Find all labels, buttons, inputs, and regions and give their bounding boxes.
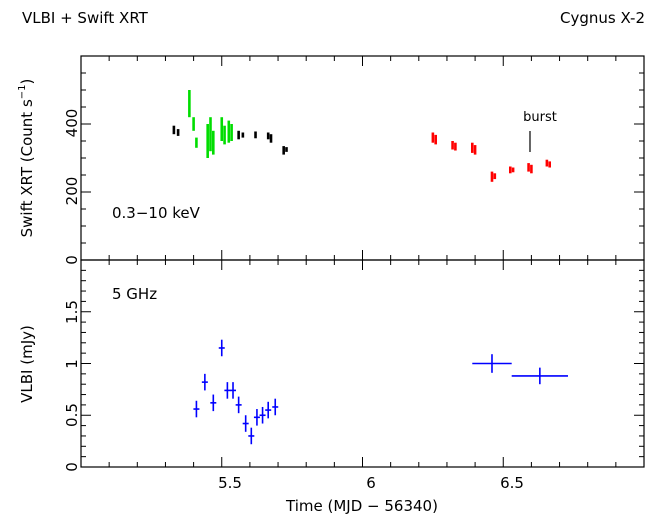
top-y-tick-label: 0 [63, 255, 81, 265]
bottom-y-axis-label: VLBI (mJy) [18, 325, 36, 403]
top-y-axis-label-sup: −1 [17, 84, 28, 99]
top-y-axis-label-main: Swift XRT (Count s [18, 99, 36, 237]
vlbi-point [193, 400, 200, 418]
burst-annotation-label: burst [523, 110, 557, 125]
vlbi-point [272, 398, 279, 416]
top-y-tick-label: 200 [63, 177, 81, 206]
vlbi-point [472, 354, 512, 373]
bottom-panel-y-ticks [81, 259, 644, 468]
top-y-tick-label: 400 [63, 109, 81, 138]
top-y-axis-label: Swift XRT (Count s−1) [17, 79, 36, 238]
vlbi-point [230, 382, 237, 399]
x-tick-label: 5.5 [218, 474, 242, 492]
x-axis-ticks [80, 56, 645, 467]
x-axis-label: Time (MJD − 56340) [285, 497, 438, 515]
bottom-y-tick-label: 0 [63, 462, 81, 472]
x-tick-label: 6.5 [500, 474, 524, 492]
top-band-label: 0.3−10 keV [112, 204, 201, 222]
vlbi-point [242, 415, 249, 432]
top-panel-data [172, 90, 551, 182]
vlbi-point [224, 382, 231, 399]
figure-header-right: Cygnus X-2 [560, 9, 645, 27]
vlbi-point [218, 339, 225, 357]
vlbi-point [201, 373, 208, 391]
vlbi-point [253, 409, 260, 426]
bottom-panel-data [193, 339, 568, 445]
vlbi-point [259, 406, 266, 424]
top-panel-frame [80, 55, 645, 261]
bottom-panel-frame [80, 259, 645, 468]
bottom-y-tick-label: 0.5 [63, 403, 81, 427]
bottom-y-tick-label: 1 [63, 359, 81, 369]
top-panel-y-ticks [81, 55, 644, 261]
vlbi-point [235, 396, 242, 414]
bottom-y-tick-label: 1.5 [63, 300, 81, 324]
vlbi-point [265, 401, 272, 419]
vlbi-point [248, 427, 255, 445]
x-tick-label: 6 [366, 474, 376, 492]
vlbi-point [511, 367, 568, 385]
bottom-band-label: 5 GHz [112, 285, 157, 303]
figure-header-left: VLBI + Swift XRT [22, 9, 149, 27]
svg-text:Swift XRT (Count s−1): Swift XRT (Count s−1) [17, 79, 36, 238]
top-y-axis-label-end: ) [18, 79, 36, 85]
vlbi-point [210, 394, 217, 412]
